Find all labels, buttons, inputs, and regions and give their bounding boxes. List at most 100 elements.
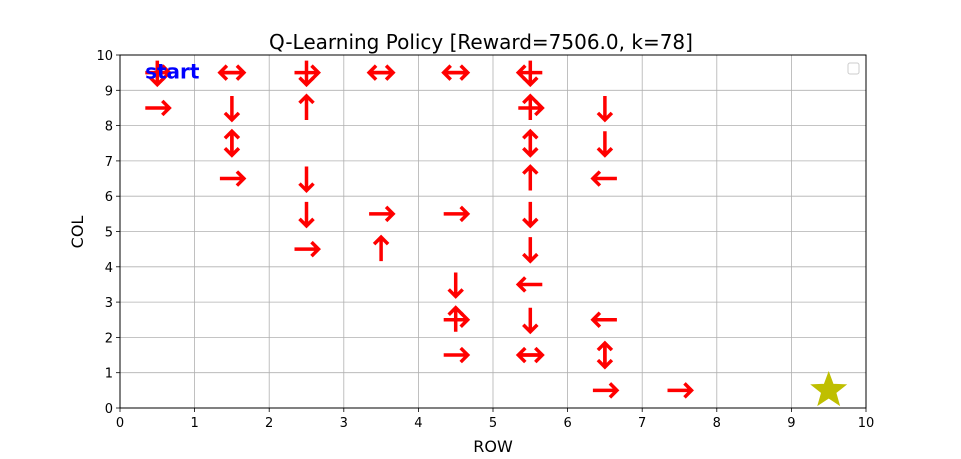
policy-arrow-cell <box>515 60 543 88</box>
policy-arrow-down <box>522 131 539 158</box>
policy-arrow-cell <box>596 95 614 123</box>
policy-arrow-down <box>223 131 241 158</box>
policy-arrow-up <box>298 93 315 120</box>
y-axis-label: COL <box>68 216 87 249</box>
policy-arrow-cell <box>443 346 471 364</box>
policy-arrow-cell <box>294 240 321 258</box>
policy-arrow-cell <box>223 95 241 123</box>
policy-arrow-up <box>447 305 464 332</box>
policy-arrow-down <box>596 343 614 370</box>
policy-arrow-cell <box>596 340 614 370</box>
policy-arrow-cell <box>369 205 396 223</box>
y-tick-label: 8 <box>105 120 113 135</box>
x-tick-label: 1 <box>190 416 198 431</box>
y-tick-label: 1 <box>105 367 113 382</box>
x-tick-label: 7 <box>638 416 646 431</box>
policy-arrow-cell <box>522 128 539 158</box>
policy-arrow-cell <box>592 382 620 399</box>
policy-arrow-down <box>522 307 539 335</box>
policy-arrow-down <box>522 237 539 264</box>
policy-arrow-cell <box>298 166 315 194</box>
y-tick-label: 9 <box>105 84 113 99</box>
policy-arrow-cell <box>298 93 315 120</box>
policy-arrow-cell <box>443 205 471 223</box>
policy-arrow-cell <box>522 201 539 229</box>
policy-arrow-cell <box>590 170 617 187</box>
policy-arrow-up <box>522 93 539 120</box>
policy-arrow-cell <box>522 164 539 191</box>
x-tick-label: 9 <box>787 416 795 431</box>
policy-arrow-cell <box>590 311 617 328</box>
x-tick-label: 4 <box>414 416 422 431</box>
policy-arrow-cell <box>522 307 539 335</box>
policy-arrow-right <box>219 64 247 81</box>
policy-arrow-down <box>447 272 464 299</box>
policy-arrow-down <box>522 60 539 88</box>
policy-arrow-cell <box>219 170 247 187</box>
policy-arrow-right <box>518 346 545 364</box>
policy-arrow-cell <box>443 305 471 332</box>
y-tick-label: 5 <box>105 226 113 241</box>
policy-arrow-right <box>145 99 172 117</box>
axes-frame <box>119 54 867 409</box>
policy-arrow-down <box>223 95 241 123</box>
policy-arrow-right <box>592 382 620 399</box>
x-tick-label: 2 <box>265 416 273 431</box>
chart-marks: start <box>145 60 848 407</box>
policy-arrow-cell <box>223 128 241 158</box>
policy-arrow-right <box>219 170 247 187</box>
policy-arrow-up <box>522 164 539 191</box>
y-tick-label: 4 <box>105 261 113 276</box>
policy-arrow-down <box>596 131 614 158</box>
legend-box <box>847 62 860 75</box>
y-tick-label: 2 <box>105 331 113 346</box>
policy-arrow-cell <box>518 93 545 120</box>
legend <box>847 62 860 75</box>
policy-arrow-cell <box>522 237 539 264</box>
policy-arrow-cell <box>441 64 471 81</box>
y-tick-label: 6 <box>105 190 113 205</box>
policy-arrow-down <box>298 60 315 88</box>
policy-arrow-right <box>369 64 396 81</box>
x-tick-label: 10 <box>858 416 875 431</box>
policy-arrow-down <box>298 166 315 194</box>
x-axis-label: ROW <box>473 437 513 456</box>
policy-arrow-cell <box>515 276 543 293</box>
x-tick-label: 8 <box>713 416 721 431</box>
policy-arrow-cell <box>596 131 614 158</box>
policy-arrow-cell <box>372 234 390 262</box>
policy-arrow-cell <box>515 346 545 364</box>
y-tick-label: 7 <box>105 155 113 170</box>
x-tick-label: 5 <box>489 416 497 431</box>
x-tick-label: 3 <box>340 416 348 431</box>
policy-arrow-cell <box>366 64 396 81</box>
policy-arrow-right <box>667 382 694 399</box>
policy-arrow-cell <box>145 99 172 117</box>
policy-arrow-left <box>590 311 617 328</box>
policy-arrow-cell <box>298 201 315 229</box>
policy-arrow-down <box>298 201 315 229</box>
policy-arrow-down <box>596 95 614 123</box>
policy-arrow-down <box>522 201 539 229</box>
y-tick-label: 0 <box>105 402 113 417</box>
policy-arrow-left <box>590 170 617 187</box>
axis-ticks: 0 1 2 3 4 5 6 7 8 9 10 0 1 2 3 4 5 6 7 8 9 10 <box>96 49 874 431</box>
start-label: start <box>145 60 200 84</box>
chart-title: Q-Learning Policy [Reward=7506.0, k=78] <box>269 30 693 54</box>
policy-arrow-cell <box>447 272 464 299</box>
goal-star-icon <box>810 370 848 407</box>
policy-arrow-right <box>294 240 321 258</box>
policy-arrow-cell <box>217 64 247 81</box>
policy-arrow-left <box>515 276 543 293</box>
policy-arrow-cell <box>294 60 321 88</box>
y-tick-label: 10 <box>96 49 113 64</box>
x-tick-label: 6 <box>563 416 571 431</box>
policy-arrow-cell <box>145 60 172 88</box>
policy-arrow-right <box>443 205 471 223</box>
policy-arrow-down <box>149 60 166 88</box>
policy-arrow-cell <box>667 382 694 399</box>
policy-arrow-up <box>372 234 390 262</box>
policy-arrow-right <box>443 64 471 81</box>
